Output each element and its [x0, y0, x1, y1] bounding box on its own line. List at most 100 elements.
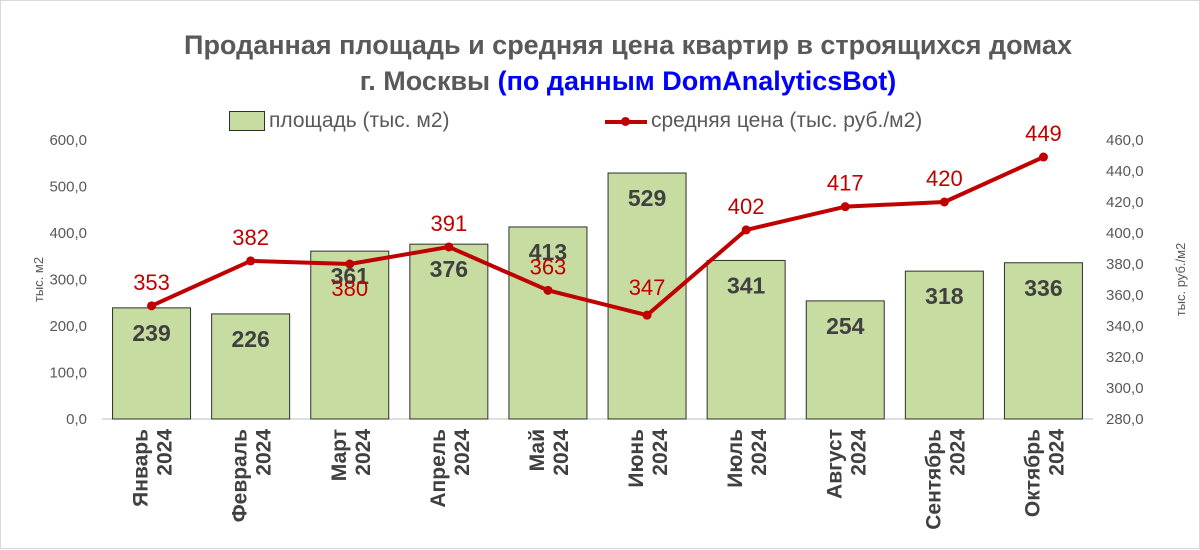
price-point — [345, 259, 355, 269]
x-tick-year: 2024 — [847, 429, 870, 476]
price-value-label: 353 — [133, 270, 170, 295]
x-tick-year: 2024 — [352, 429, 375, 476]
x-tick-year: 2024 — [748, 429, 771, 476]
x-tick-year: 2024 — [451, 429, 474, 476]
x-tick-month: Сентябрь — [922, 429, 945, 530]
price-value-label: 417 — [827, 171, 864, 196]
x-tick-month: Апрель — [427, 429, 450, 508]
chart-legend: площадь (тыс. м2) средняя цена (тыс. руб… — [1, 109, 1200, 137]
legend-item-price: средняя цена (тыс. руб./м2) — [605, 109, 922, 133]
x-tick-year: 2024 — [253, 429, 276, 476]
y-right-tick-label: 400,0 — [1106, 225, 1144, 242]
y-right-tick-label: 420,0 — [1106, 194, 1144, 211]
x-tick-year: 2024 — [649, 429, 672, 476]
price-point — [939, 197, 949, 207]
price-point — [840, 202, 850, 212]
legend-swatch-area — [229, 111, 265, 131]
bar — [1003, 262, 1083, 420]
bar-value-label: 318 — [925, 283, 964, 309]
y-right-tick-label: 320,0 — [1106, 349, 1144, 366]
bar — [409, 243, 489, 420]
bar — [805, 300, 885, 420]
legend-swatch-price — [605, 111, 647, 131]
bar-value-label: 341 — [727, 272, 766, 298]
y-right-tick-label: 300,0 — [1106, 380, 1144, 397]
price-value-label: 449 — [1025, 121, 1062, 146]
price-point — [246, 256, 256, 266]
price-point — [642, 310, 652, 320]
bar-value-label: 239 — [132, 320, 170, 346]
title-city: г. Москвы — [359, 66, 491, 96]
bar — [211, 313, 291, 420]
y-left-tick-label: 300,0 — [49, 272, 87, 289]
bar — [904, 270, 984, 420]
y-right-axis-title: тыс. руб./м2 — [1173, 243, 1188, 317]
price-point — [543, 285, 553, 295]
y-right-tick-label: 460,0 — [1106, 132, 1144, 149]
x-tick-month: Август — [823, 429, 846, 499]
x-tick-month: Март — [328, 429, 351, 481]
x-tick-month: Февраль — [229, 429, 252, 522]
x-tick-month: Июнь — [625, 429, 648, 488]
x-tick-label: Апрель 2024 — [427, 429, 474, 508]
y-right-tick-label: 360,0 — [1106, 287, 1144, 304]
y-left-tick-label: 200,0 — [49, 318, 87, 335]
x-tick-label: Июнь 2024 — [625, 429, 672, 488]
x-tick-year: 2024 — [1045, 429, 1068, 476]
price-value-label: 391 — [430, 211, 467, 236]
x-tick-label: Октябрь 2024 — [1021, 429, 1068, 517]
price-value-label: 347 — [629, 275, 666, 300]
bar — [508, 226, 588, 420]
y-right-tick-label: 280,0 — [1106, 411, 1144, 428]
bar-value-label: 376 — [430, 256, 468, 282]
bar — [112, 307, 192, 420]
title-line-2: г. Москвы (по данным DomAnalyticsBot) — [1, 63, 1200, 99]
bar — [310, 250, 390, 420]
y-left-tick-label: 0,0 — [66, 411, 87, 428]
legend-label-price: средняя цена (тыс. руб./м2) — [651, 109, 923, 132]
legend-item-area: площадь (тыс. м2) — [229, 109, 450, 133]
y-left-tick-label: 600,0 — [49, 132, 87, 149]
price-value-label: 380 — [331, 276, 368, 301]
y-left-axis-title: тыс. м2 — [31, 257, 46, 302]
x-tick-label: Май 2024 — [526, 429, 573, 476]
x-tick-month: Май — [526, 429, 549, 471]
chart-title: Проданная площадь и средняя цена квартир… — [1, 27, 1200, 99]
x-tick-year: 2024 — [154, 429, 177, 476]
bar-value-label: 254 — [826, 313, 865, 339]
price-value-label: 382 — [232, 225, 269, 250]
x-tick-year: 2024 — [550, 429, 573, 476]
x-tick-month: Октябрь — [1021, 429, 1044, 517]
x-tick-label: Март 2024 — [328, 429, 375, 482]
bar-value-label: 413 — [529, 239, 567, 265]
y-left-tick-label: 400,0 — [49, 225, 87, 242]
y-left-tick-label: 100,0 — [49, 365, 87, 382]
x-tick-label: Февраль 2024 — [229, 429, 276, 523]
price-point — [741, 225, 751, 235]
bar-value-label: 226 — [231, 326, 269, 352]
y-right-tick-label: 340,0 — [1106, 318, 1144, 335]
bar-value-label: 336 — [1024, 275, 1062, 301]
price-value-label: 402 — [728, 194, 765, 219]
x-tick-label: Сентябрь 2024 — [922, 429, 969, 530]
bar — [607, 172, 687, 420]
bar — [706, 259, 786, 420]
x-tick-year: 2024 — [946, 429, 969, 476]
title-line-1: Проданная площадь и средняя цена квартир… — [184, 30, 1072, 60]
title-source: (по данным DomAnalyticsBot) — [497, 66, 897, 96]
legend-label-area: площадь (тыс. м2) — [269, 109, 450, 132]
price-point — [444, 242, 454, 252]
y-left-tick-label: 500,0 — [49, 179, 87, 196]
x-tick-month: Июль — [724, 429, 747, 488]
price-point — [1038, 152, 1048, 162]
x-tick-label: Июль 2024 — [724, 429, 771, 488]
y-right-tick-label: 380,0 — [1106, 256, 1144, 273]
bar-value-label: 529 — [628, 185, 666, 211]
x-tick-label: Август 2024 — [823, 429, 870, 499]
price-point — [147, 301, 157, 311]
x-tick-label: Январь 2024 — [130, 429, 177, 507]
x-tick-month: Январь — [130, 429, 153, 507]
y-right-tick-label: 440,0 — [1106, 163, 1144, 180]
